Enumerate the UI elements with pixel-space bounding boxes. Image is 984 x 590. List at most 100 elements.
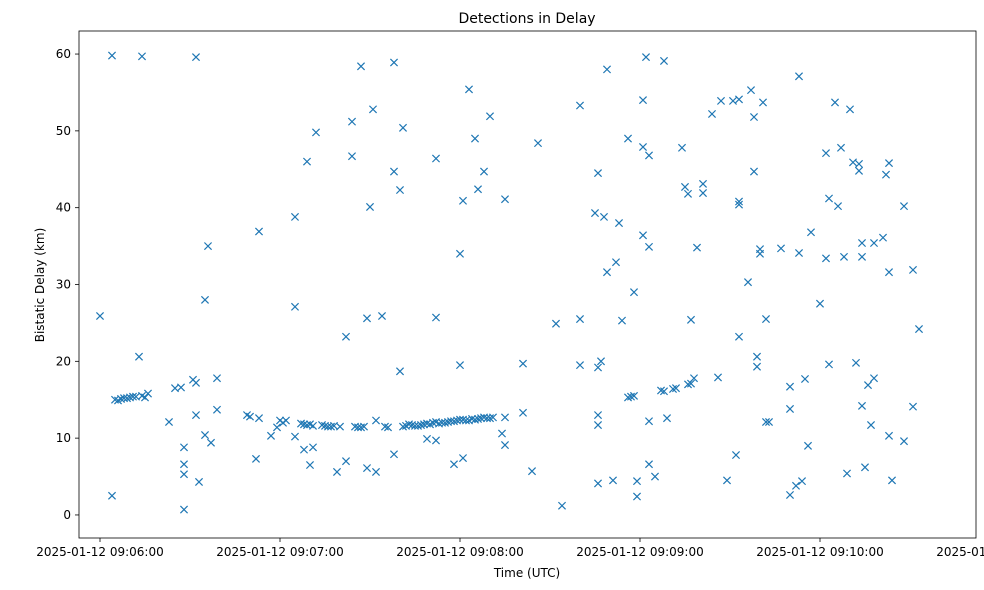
data-point — [95, 311, 105, 321]
data-point — [281, 416, 291, 425]
data-point — [302, 157, 312, 166]
data-point — [575, 315, 585, 324]
data-point — [698, 189, 708, 198]
data-point — [722, 476, 732, 485]
data-point — [362, 464, 372, 473]
y-tick-label: 50 — [56, 124, 71, 138]
data-point — [107, 491, 117, 500]
data-point — [854, 166, 864, 175]
data-points — [95, 51, 924, 514]
data-point — [413, 421, 423, 430]
data-point — [686, 315, 696, 324]
data-point — [713, 373, 723, 382]
data-point — [398, 422, 408, 431]
data-point — [362, 314, 372, 323]
data-point — [884, 268, 894, 277]
data-point — [455, 249, 465, 258]
data-point — [422, 434, 432, 443]
data-point — [785, 404, 795, 413]
data-point — [440, 418, 450, 427]
data-point — [557, 501, 567, 510]
data-point — [689, 374, 699, 383]
y-axis-ticks: 0 10 20 30 40 50 60 — [56, 47, 79, 522]
data-point — [266, 431, 276, 440]
data-point — [458, 454, 468, 463]
data-point — [851, 358, 861, 367]
data-point — [128, 392, 138, 401]
data-point — [332, 467, 342, 476]
data-point — [680, 182, 690, 191]
data-point — [899, 437, 909, 446]
data-point — [629, 391, 639, 400]
data-point — [857, 252, 867, 261]
data-point — [395, 367, 405, 376]
data-point — [884, 431, 894, 440]
data-point — [389, 58, 399, 67]
data-point — [734, 332, 744, 341]
data-point — [377, 311, 387, 321]
data-point — [500, 195, 510, 204]
data-point — [671, 384, 681, 393]
data-point — [698, 179, 708, 188]
data-point — [317, 421, 327, 430]
data-point — [449, 460, 459, 469]
data-point — [632, 492, 642, 501]
x-tick-label: 2025-01-12 09:09:00 — [576, 545, 703, 559]
data-point — [191, 53, 201, 62]
data-point — [212, 405, 222, 414]
data-point — [758, 98, 768, 107]
data-point — [659, 387, 669, 396]
data-point — [305, 460, 315, 470]
data-point — [611, 258, 621, 267]
data-point — [743, 278, 753, 287]
data-point — [347, 117, 357, 126]
x-axis-label: Time (UTC) — [493, 566, 560, 580]
data-point — [629, 288, 639, 297]
data-point — [860, 463, 870, 472]
data-point — [623, 393, 633, 402]
data-point — [464, 85, 474, 94]
data-point — [164, 417, 174, 427]
data-point — [785, 490, 795, 500]
data-point — [854, 159, 864, 168]
data-point — [602, 268, 612, 277]
data-point — [755, 245, 765, 254]
chart-title: Detections in Delay — [458, 11, 595, 27]
data-point — [296, 419, 306, 428]
data-point — [290, 302, 300, 311]
data-point — [731, 451, 741, 460]
data-point — [668, 384, 678, 393]
plot-frame — [78, 30, 977, 539]
data-point — [179, 505, 189, 514]
data-point — [623, 134, 633, 143]
data-point — [908, 402, 918, 411]
data-point — [593, 411, 603, 420]
data-point — [122, 394, 132, 403]
data-point — [716, 96, 726, 105]
data-point — [596, 357, 606, 366]
data-point — [419, 420, 429, 429]
data-point — [869, 374, 879, 383]
data-point — [200, 431, 210, 440]
data-point — [575, 361, 585, 370]
data-point — [299, 420, 309, 429]
y-tick-label: 20 — [56, 354, 71, 368]
data-point — [398, 123, 408, 132]
data-point — [791, 481, 801, 490]
data-point — [650, 472, 660, 481]
data-point — [176, 383, 186, 392]
data-point — [449, 417, 459, 426]
data-point — [473, 185, 483, 194]
data-point — [458, 196, 468, 205]
data-point — [290, 432, 300, 441]
data-point — [356, 423, 366, 432]
data-point — [794, 72, 804, 81]
data-point — [254, 414, 264, 423]
data-point — [839, 252, 849, 261]
data-point — [848, 158, 858, 167]
data-point — [371, 467, 381, 476]
data-point — [734, 95, 744, 104]
data-point — [638, 231, 648, 240]
data-point — [206, 438, 216, 447]
